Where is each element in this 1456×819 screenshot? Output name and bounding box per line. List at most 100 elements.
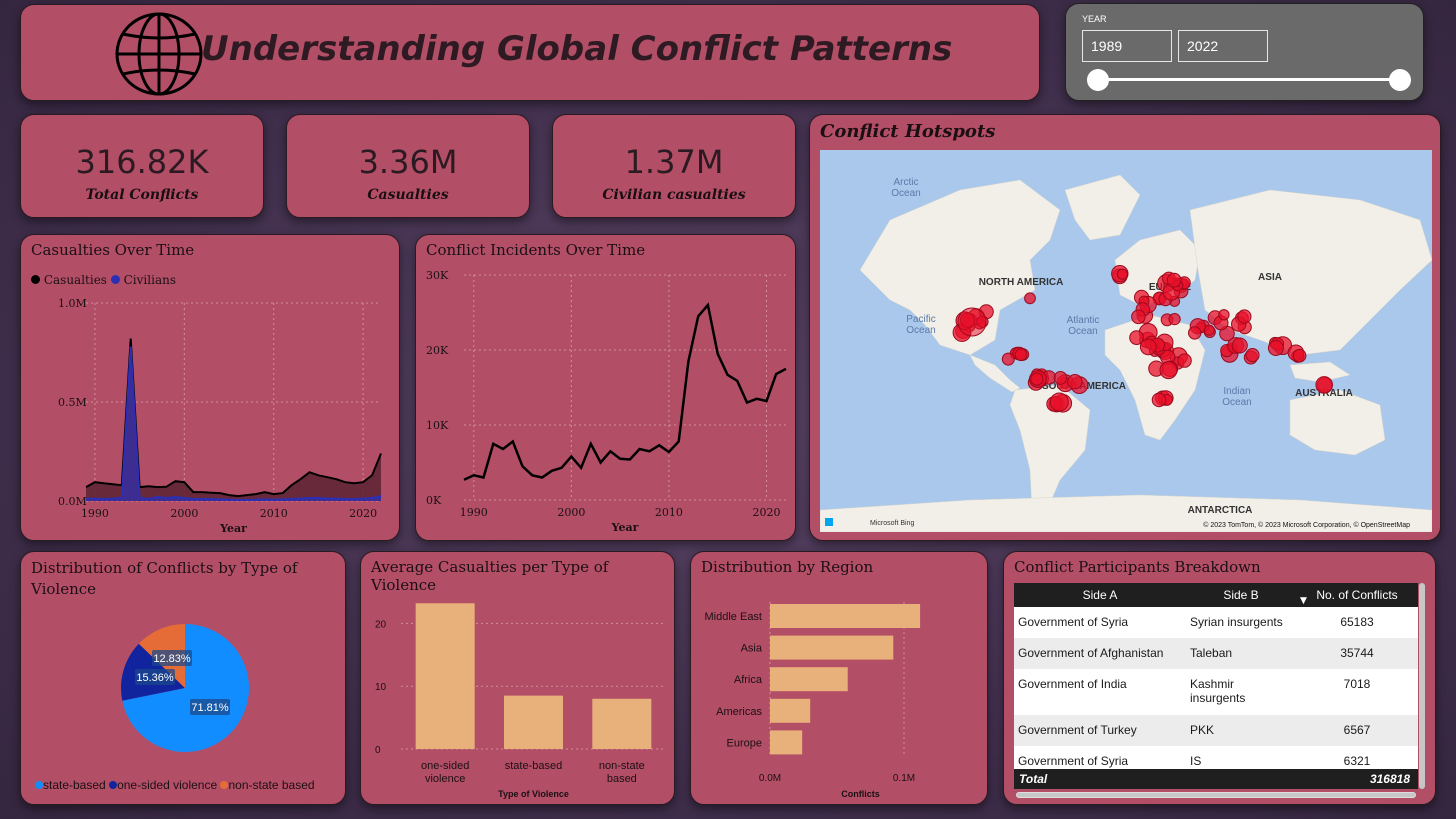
- x-axis-label: Type of Violence: [498, 789, 569, 799]
- kpi-label: Total Conflicts: [85, 187, 199, 203]
- year-end-input[interactable]: 2022: [1178, 30, 1268, 62]
- cell-conflicts: 6567: [1343, 723, 1371, 737]
- x-tick-label: 2010: [655, 506, 683, 519]
- cell-conflicts: 35744: [1340, 646, 1374, 660]
- legend-one-sided: one-sided violence: [117, 778, 218, 792]
- y-tick-label: Americas: [716, 706, 762, 718]
- title-card: Understanding Global Conflict Patterns: [20, 4, 1040, 101]
- col-conflicts[interactable]: No. of Conflicts: [1296, 583, 1418, 607]
- pie-data-label: 12.83%: [153, 653, 191, 665]
- casualties-chart[interactable]: 0.0M 0.5M 1.0M 1990 2000 2010 2020 Year: [21, 235, 400, 541]
- conflict-dot: [1159, 361, 1178, 380]
- col-side-a[interactable]: Side A: [1014, 583, 1186, 607]
- cell-side-a: Government of Afghanistan: [1018, 646, 1164, 660]
- map-label-pacific: Pacific Ocean: [906, 314, 935, 336]
- conflict-dot: [1151, 392, 1167, 408]
- conflict-dot: [1024, 292, 1036, 305]
- pie-label-bg: [152, 650, 192, 666]
- table-row[interactable]: Government of Syria Syrian insurgents 6518…: [1014, 607, 1418, 638]
- conflict-dot: [1218, 309, 1230, 321]
- conflict-dot: [1067, 374, 1083, 390]
- incidents-chart[interactable]: 0K 10K 20K 30K 1990 2000 2010 2020 Year: [416, 235, 796, 541]
- bar: [770, 698, 811, 723]
- participants-table-container[interactable]: Side A Side B No. of Conflicts Governmen…: [1014, 583, 1418, 769]
- region-chart[interactable]: 0.0M 0.1M Middle East Asia Africa Americas Eur…: [691, 552, 988, 805]
- x-tick-label: one-sided: [421, 760, 469, 772]
- legend-civilians-icon: [110, 275, 120, 284]
- legend-state-based-icon: [35, 781, 43, 789]
- conflict-dot: [1116, 268, 1128, 280]
- conflict-dot: [1267, 340, 1284, 356]
- y-tick-label: 10K: [426, 419, 449, 432]
- x-tick-label: 2010: [260, 507, 288, 520]
- pie-data-label: 71.81%: [191, 702, 229, 714]
- y-tick-label: 0: [375, 745, 381, 756]
- year-slider-track[interactable]: [1098, 78, 1400, 81]
- casualties-chart-title: Casualties Over Time: [31, 241, 195, 259]
- x-tick-label: non-state: [599, 760, 645, 772]
- legend-non-state-icon: [220, 781, 229, 789]
- x-tick-label: 1990: [460, 506, 488, 519]
- kpi-value: 3.36M: [358, 143, 458, 181]
- map-label-indian: Indian Ocean: [1222, 386, 1251, 408]
- cell-conflicts: 65183: [1340, 615, 1374, 629]
- kpi-casualties: 3.36M Casualties: [286, 114, 530, 218]
- casualties-legend: Casualties Civilians: [31, 273, 176, 287]
- y-tick-label: 20: [375, 619, 387, 630]
- x-tick-label: violence: [425, 773, 465, 785]
- bar: [770, 604, 921, 628]
- region-chart-title: Distribution by Region: [701, 558, 874, 576]
- conflict-dot: [1166, 272, 1182, 288]
- conflict-dot: [1231, 337, 1248, 354]
- legend-one-sided-icon: [109, 781, 118, 789]
- map-attribution: © 2023 TomTom, © 2023 Microsoft Corporat…: [1203, 521, 1410, 529]
- x-tick-label: 2020: [349, 507, 377, 520]
- x-tick-label: 2020: [752, 506, 780, 519]
- participants-table: Side A Side B No. of Conflicts Governmen…: [1014, 583, 1418, 769]
- x-axis-label: Conflicts: [841, 789, 880, 799]
- map-label-north-america: NORTH AMERICA: [979, 277, 1064, 288]
- cell-side-a: Government of Syria: [1018, 615, 1129, 629]
- table-row[interactable]: Government of India Kashmir insurgents 701…: [1014, 669, 1418, 715]
- map-label-arctic: Arctic Ocean: [891, 177, 920, 199]
- legend-non-state: non-state based: [228, 778, 315, 792]
- bing-logo: Microsoft Bing: [870, 520, 914, 527]
- table-row[interactable]: Government of Turkey PKK 6567: [1014, 715, 1418, 746]
- y-tick-label: Asia: [741, 643, 763, 655]
- table-row[interactable]: Government of Afghanistan Taleban 35744: [1014, 638, 1418, 669]
- conflict-map[interactable]: NORTH AMERICA EUROPE ASIA SOUTH AMERICA …: [819, 150, 1433, 533]
- avg-casualties-title: Average Casualties per Type of Violence: [371, 558, 609, 594]
- conflict-dot: [1129, 330, 1145, 346]
- cell-side-b: Kashmir insurgents: [1190, 677, 1246, 705]
- total-label: Total: [1019, 772, 1048, 786]
- table-row[interactable]: Government of Syria IS 6321: [1014, 746, 1418, 769]
- conflict-dot: [1315, 376, 1334, 394]
- table-horizontal-scrollbar[interactable]: [1016, 792, 1416, 798]
- kpi-label: Casualties: [367, 187, 449, 203]
- conflict-dot: [1177, 353, 1192, 368]
- participants-card: Conflict Participants Breakdown Side A S…: [1003, 551, 1436, 805]
- cell-side-b: Taleban: [1190, 646, 1233, 660]
- cell-side-b: IS: [1190, 754, 1202, 768]
- bar: [415, 603, 475, 749]
- pie-label-bg: [190, 699, 230, 715]
- map-label-atlantic: Atlantic Ocean: [1067, 315, 1100, 337]
- table-vertical-scrollbar[interactable]: [1419, 583, 1425, 789]
- pie-legend: state-based one-sided violence non-state…: [35, 778, 315, 792]
- y-tick-label: 10: [375, 682, 387, 693]
- year-slider-start-handle[interactable]: [1087, 69, 1109, 91]
- sort-desc-icon[interactable]: ▼: [1300, 596, 1307, 606]
- conflict-dots: [952, 265, 1334, 413]
- violence-type-distribution-card: Distribution of Conflicts by Type of Vio…: [20, 551, 346, 805]
- map-label-asia: ASIA: [1258, 272, 1282, 283]
- violence-pie-chart[interactable]: 71.81% 15.36% 12.83%: [21, 552, 346, 805]
- x-tick-label: 0.1M: [893, 773, 915, 784]
- participants-total-row: Total 316818: [1014, 769, 1418, 789]
- x-tick-label: 0.0M: [759, 773, 781, 784]
- y-tick-label: 20K: [426, 344, 449, 357]
- year-start-input[interactable]: 1989: [1082, 30, 1172, 62]
- year-slider-end-handle[interactable]: [1389, 69, 1411, 91]
- col-side-b[interactable]: Side B: [1186, 583, 1296, 607]
- pie-label-bg: [135, 669, 175, 685]
